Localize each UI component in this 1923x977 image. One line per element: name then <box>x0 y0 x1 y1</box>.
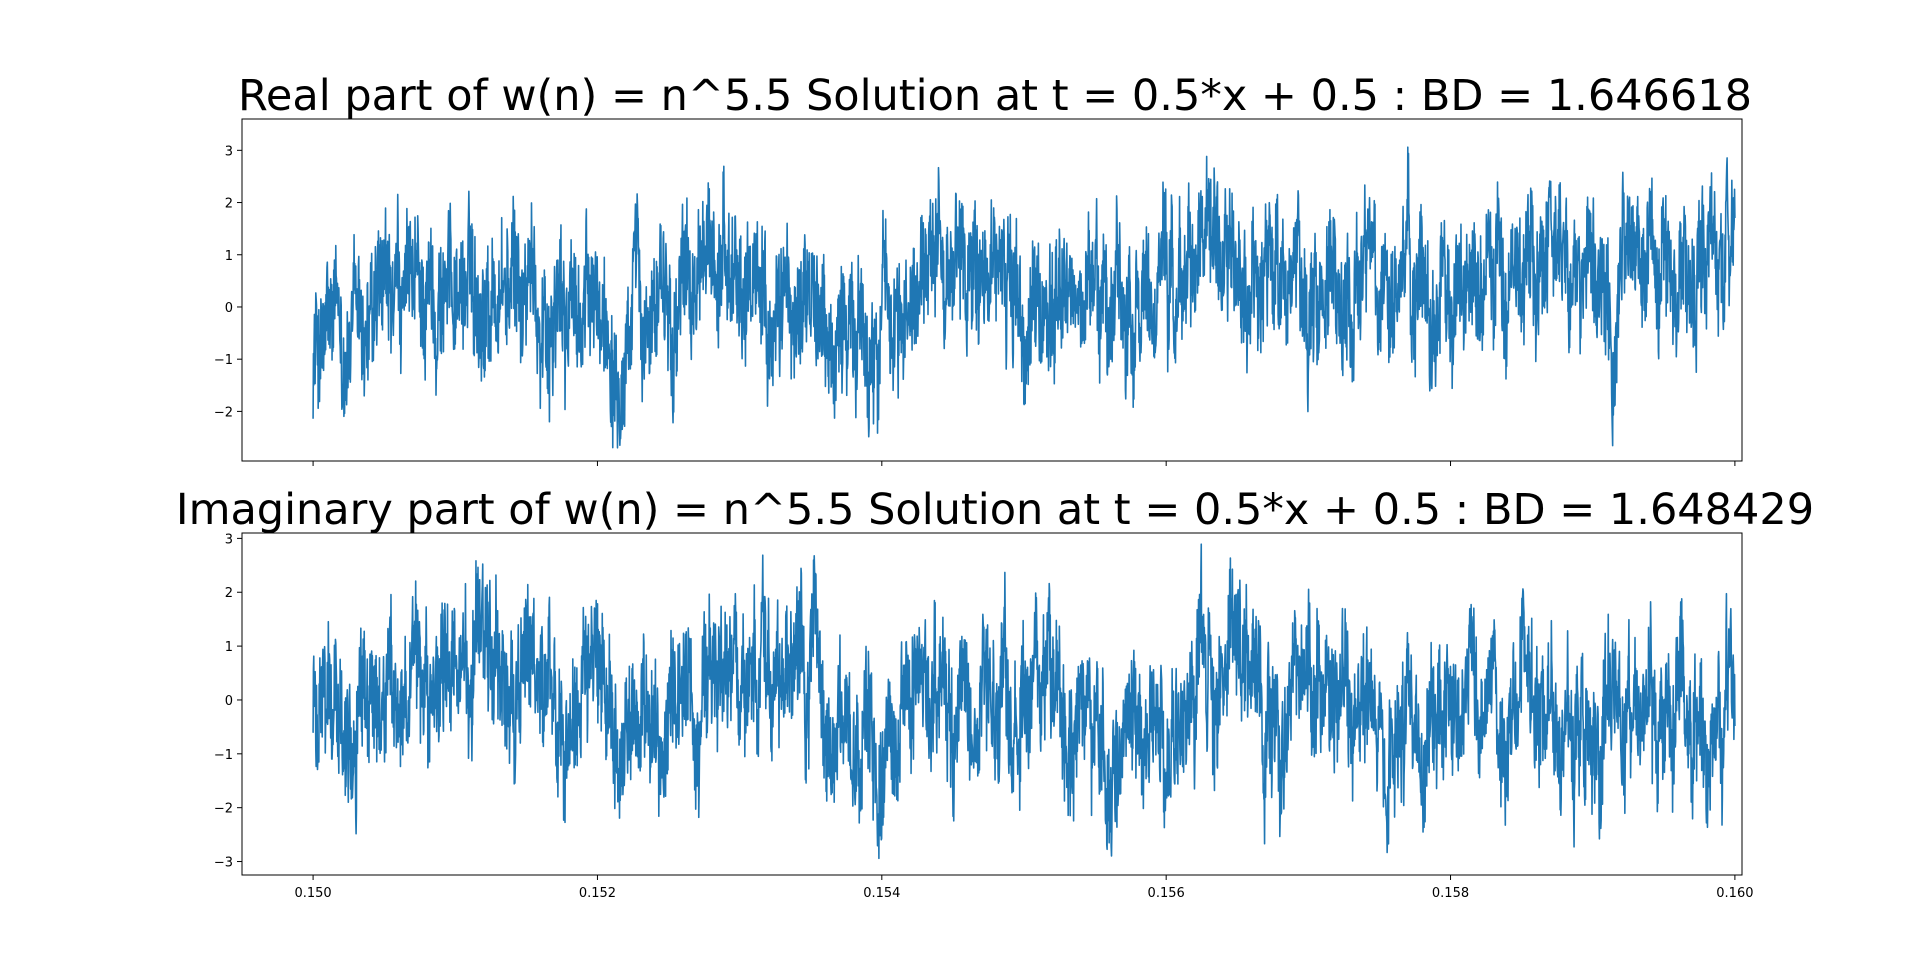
x-tick-label-imaginary: 0.154 <box>863 886 900 901</box>
y-tick-label-real: −2 <box>214 405 233 420</box>
chart-imaginary-part: Imaginary part of w(n) = n^5.5 Solution … <box>176 485 1814 901</box>
y-tick-label-imaginary: −2 <box>214 802 233 817</box>
y-tick-label-imaginary: 1 <box>225 640 233 655</box>
series-line-real <box>312 146 1736 449</box>
axes-frame-imaginary <box>241 532 1743 876</box>
x-tick-label-imaginary: 0.160 <box>1716 886 1753 901</box>
y-tick-label-real: 0 <box>225 301 233 316</box>
chart-title-imaginary: Imaginary part of w(n) = n^5.5 Solution … <box>176 485 1814 535</box>
y-tick-label-imaginary: 3 <box>225 532 233 547</box>
y-tick-label-imaginary: −3 <box>214 856 233 871</box>
y-tick-label-real: 1 <box>225 249 233 264</box>
plot-area-real: −2 −1 0 1 2 3 <box>214 144 1736 466</box>
y-tick-label-imaginary: 0 <box>225 694 233 709</box>
plot-area-imaginary: −3 −2 −1 0 1 2 3 0.150 0.152 0.154 0.156 0.158 0.160 <box>214 532 1754 901</box>
y-tick-label-imaginary: 2 <box>225 586 233 601</box>
y-tick-label-real: 3 <box>225 144 233 159</box>
axes-frame-real <box>241 118 1743 462</box>
chart-real-part: Real part of w(n) = n^5.5 Solution at t … <box>214 71 1752 466</box>
series-line-imaginary <box>312 543 1736 860</box>
x-tick-label-imaginary: 0.156 <box>1148 886 1185 901</box>
chart-title-real: Real part of w(n) = n^5.5 Solution at t … <box>238 71 1752 121</box>
x-tick-label-imaginary: 0.152 <box>579 886 616 901</box>
y-tick-label-real: −1 <box>214 353 233 368</box>
x-tick-label-imaginary: 0.158 <box>1432 886 1469 901</box>
x-tick-label-imaginary: 0.150 <box>294 886 331 901</box>
y-tick-label-real: 2 <box>225 197 233 212</box>
y-tick-label-imaginary: −1 <box>214 748 233 763</box>
